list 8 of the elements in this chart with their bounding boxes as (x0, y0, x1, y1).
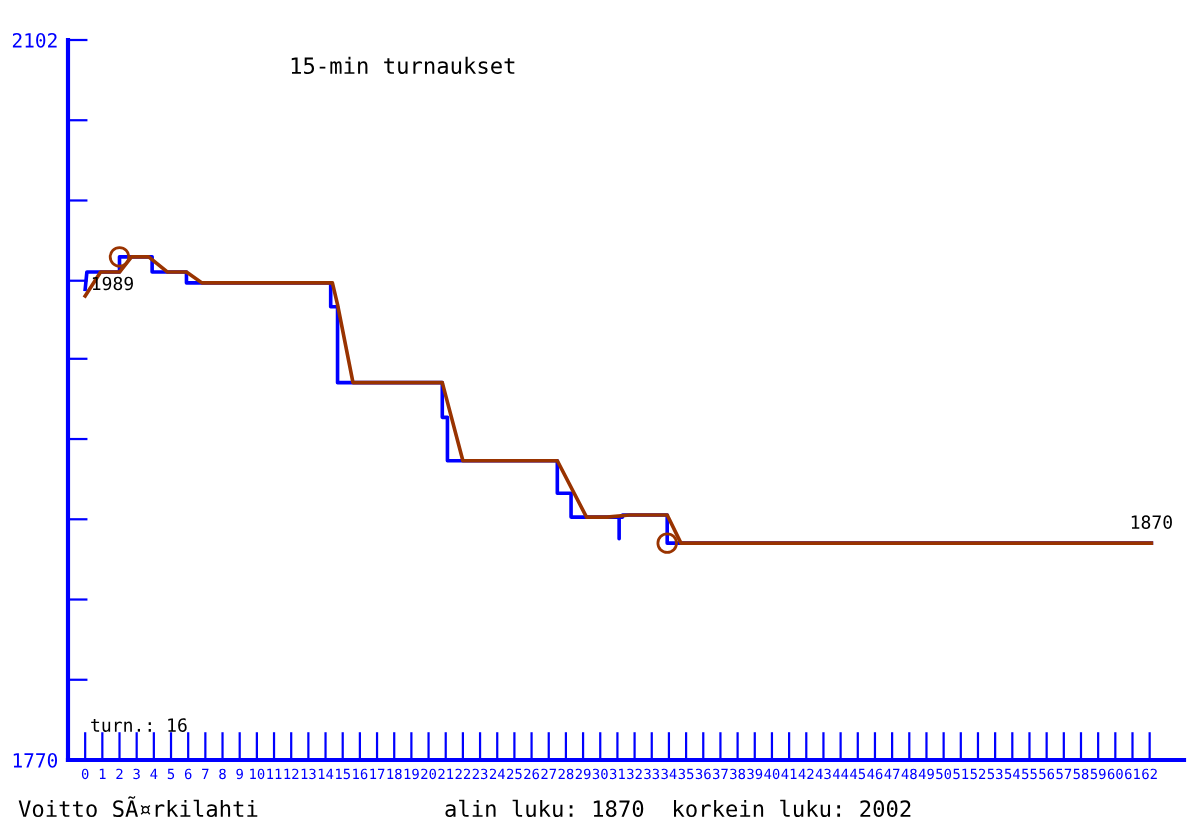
text: alin luku: 1870 korkein luku: 2002 (445, 799, 911, 818)
annotation: 1989 (92, 276, 133, 291)
annotation: 1870 (1131, 515, 1172, 529)
text: 15-min turnaukset (291, 56, 515, 75)
annotation: turn.: 16 (91, 718, 187, 732)
text: Voitto SÃ¤rkilahti (18, 796, 258, 818)
y-tick-label: 1770 (13, 753, 58, 768)
y-tick-label: 2102 (12, 33, 57, 48)
